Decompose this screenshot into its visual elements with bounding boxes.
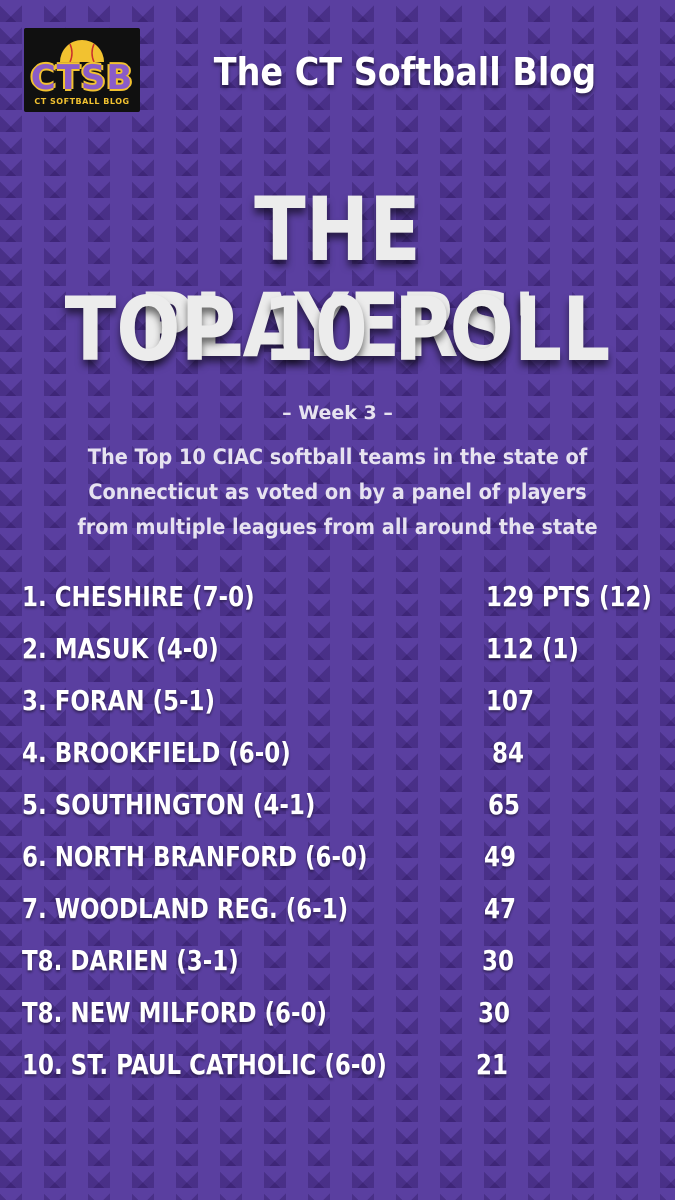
team-points: 84	[492, 736, 524, 769]
logo-text: CTSB	[30, 58, 134, 98]
team-points: 49	[484, 840, 516, 873]
team-name: 7. WOODLAND REG. (6-1)	[22, 892, 349, 925]
team-name: 3. FORAN (5-1)	[22, 684, 216, 717]
ranking-row: 5. SOUTHINGTON (4-1) 65	[22, 788, 662, 840]
poll-description: The Top 10 CIAC softball teams in the st…	[77, 445, 598, 539]
ranking-row: 3. FORAN (5-1) 107	[22, 684, 662, 736]
ranking-row: T8. NEW MILFORD (6-0) 30	[22, 996, 662, 1048]
team-name: 10. ST. PAUL CATHOLIC (6-0)	[22, 1048, 387, 1081]
rankings-list: 1. CHESHIRE (7-0) 129 PTS (12) 2. MASUK …	[22, 580, 662, 1100]
logo-subtext: CT SOFTBALL BLOG	[34, 97, 130, 106]
ranking-row: 10. ST. PAUL CATHOLIC (6-0) 21	[22, 1048, 662, 1100]
headline-line-1: THE PLAYERS'	[138, 178, 537, 377]
team-name: 4. BROOKFIELD (6-0)	[22, 736, 291, 769]
blog-title: The CT Softball Blog	[213, 50, 597, 94]
team-points: 129 PTS (12)	[486, 580, 652, 613]
team-points: 30	[482, 944, 514, 977]
ranking-row: 6. NORTH BRANFORD (6-0) 49	[22, 840, 662, 892]
team-points: 30	[478, 996, 510, 1029]
team-name: 6. NORTH BRANFORD (6-0)	[22, 840, 368, 873]
team-points: 47	[484, 892, 516, 925]
ranking-row: 1. CHESHIRE (7-0) 129 PTS (12)	[22, 580, 662, 632]
team-name: 5. SOUTHINGTON (4-1)	[22, 788, 316, 821]
headline-line-2: TOP 10 POLL	[64, 278, 611, 381]
week-label: – Week 3 –	[282, 402, 393, 424]
softball-icon	[60, 40, 104, 63]
ranking-row: 7. WOODLAND REG. (6-1) 47	[22, 892, 662, 944]
team-name: T8. DARIEN (3-1)	[22, 944, 239, 977]
team-name: T8. NEW MILFORD (6-0)	[22, 996, 328, 1029]
ranking-row: T8. DARIEN (3-1) 30	[22, 944, 662, 996]
ctsb-logo: CTSB CT SOFTBALL BLOG	[24, 28, 140, 112]
ranking-row: 4. BROOKFIELD (6-0) 84	[22, 736, 662, 788]
team-points: 112 (1)	[486, 632, 579, 665]
team-points: 21	[476, 1048, 508, 1081]
team-points: 65	[488, 788, 520, 821]
team-name: 2. MASUK (4-0)	[22, 632, 219, 665]
team-name: 1. CHESHIRE (7-0)	[22, 580, 255, 613]
ranking-row: 2. MASUK (4-0) 112 (1)	[22, 632, 662, 684]
team-points: 107	[486, 684, 534, 717]
